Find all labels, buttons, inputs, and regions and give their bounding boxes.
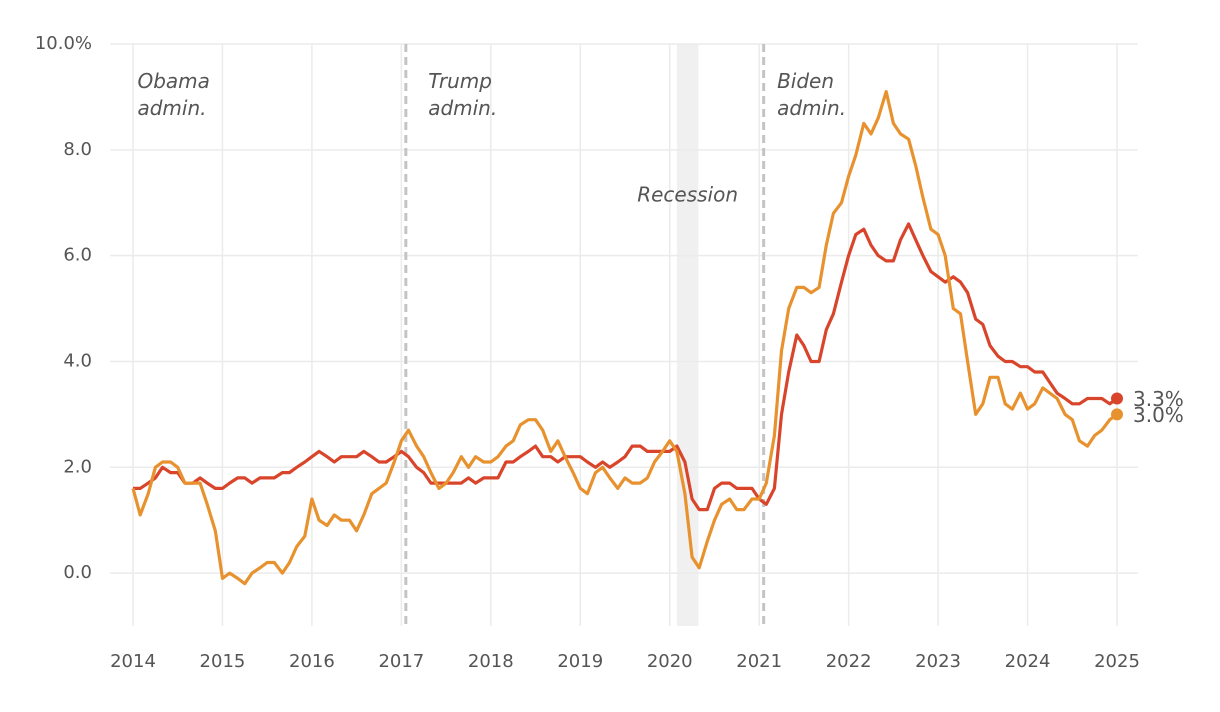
- x-tick-label: 2024: [1005, 651, 1051, 672]
- x-tick-label: 2017: [378, 651, 424, 672]
- end-dot: [1111, 408, 1123, 421]
- end-dot: [1111, 392, 1123, 405]
- admin-label: Trump admin.: [428, 69, 497, 120]
- y-tick-label: 4.0: [63, 350, 92, 371]
- admin-label: Obama admin.: [137, 69, 209, 120]
- y-tick-label: 8.0: [63, 139, 92, 160]
- end-label: 3.3%: [1133, 387, 1184, 411]
- recession-band: [676, 44, 699, 626]
- x-tick-label: 2025: [1094, 651, 1140, 672]
- x-tick-label: 2020: [647, 651, 693, 672]
- recession-label: Recession: [637, 183, 738, 207]
- x-tick-label: 2014: [110, 651, 156, 672]
- y-tick-label: 0.0: [63, 562, 92, 583]
- y-tick-label: 2.0: [63, 456, 92, 477]
- x-tick-label: 2015: [200, 651, 246, 672]
- y-tick-label: 10.0%: [35, 33, 92, 54]
- x-tick-label: 2023: [915, 651, 961, 672]
- y-tick-label: 6.0: [63, 245, 92, 266]
- admin-label: Biden admin.: [777, 69, 846, 120]
- x-tick-label: 2022: [826, 651, 872, 672]
- x-tick-label: 2019: [557, 651, 603, 672]
- series-line: [131, 90, 1118, 586]
- x-tick-label: 2018: [468, 651, 514, 672]
- x-tick-label: 2021: [736, 651, 782, 672]
- end-label: 3.0%: [1133, 403, 1184, 427]
- x-tick-label: 2016: [289, 651, 335, 672]
- series-line: [133, 222, 1118, 512]
